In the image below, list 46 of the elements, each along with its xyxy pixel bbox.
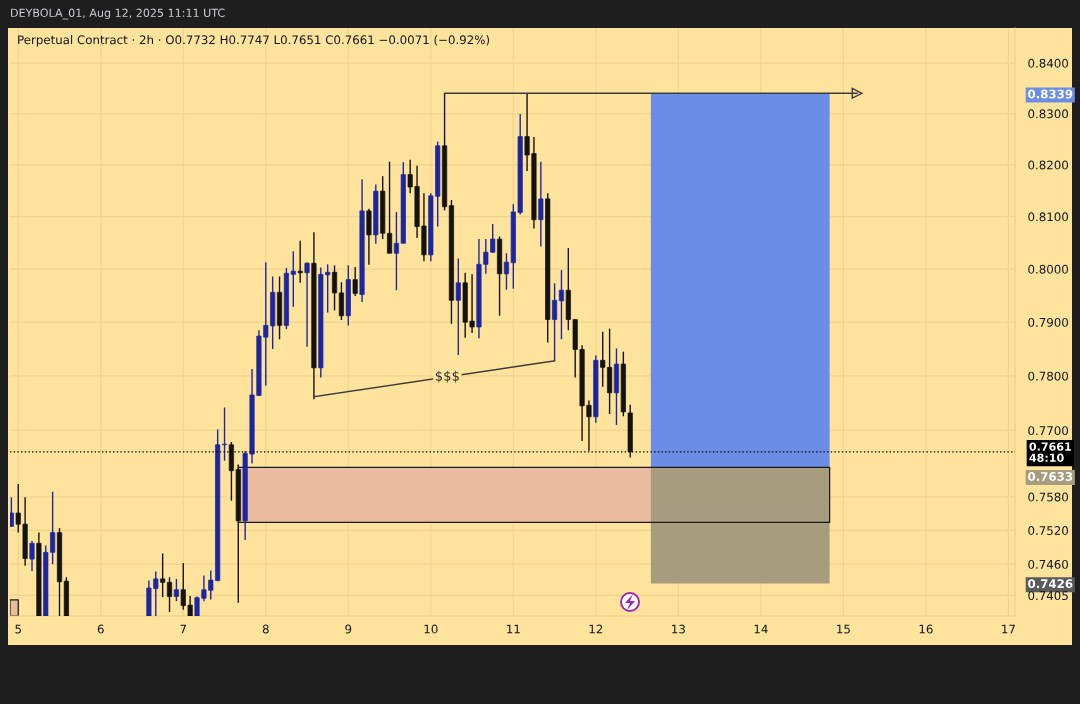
y-tick-label: 0.8300 [1028, 109, 1069, 119]
x-tick-label: 9 [345, 624, 352, 634]
y-tick-label: 0.7520 [1028, 526, 1069, 535]
y-tick-label: 0.8339 [1028, 89, 1073, 99]
candlestick [29, 540, 35, 572]
y-tick-label: 0.8000 [1028, 264, 1069, 274]
candlestick [297, 239, 303, 284]
y-tick-label: 0.8200 [1028, 160, 1069, 170]
x-tick-label: 5 [15, 624, 21, 634]
candlestick [166, 576, 173, 613]
candlestick [455, 257, 461, 356]
y-tick-label: 0.7800 [1028, 371, 1069, 381]
candlestick [332, 264, 338, 312]
y-tick-label: 0.7460 [1028, 559, 1069, 569]
x-tick-label: 7 [180, 624, 187, 634]
y-tick-label: 0.7405 [1028, 591, 1068, 601]
y-tick-label: 0.7900 [1028, 317, 1069, 327]
text: DEYBOLA_01, Aug 12, 2025 11:11 UTC [11, 8, 225, 20]
y-tick-label: 0.8400 [1028, 58, 1069, 68]
text: Perpetual Contract · 2h · O0.7732 H0.7747 L0.7651 C0.7661 −0.0071 (−0.92%) [18, 35, 490, 47]
candlestick [558, 269, 564, 341]
x-tick-label: 13 [672, 624, 685, 634]
x-tick-label: 8 [262, 624, 269, 634]
x-tick-label: 17 [1002, 624, 1015, 634]
x-tick-label: 10 [424, 624, 438, 634]
y-tick-label: 0.7700 [1028, 426, 1069, 436]
x-tick-label: 16 [919, 624, 933, 634]
x-tick-label: 6 [97, 624, 104, 634]
candlestick [338, 281, 344, 321]
candlestick [538, 161, 544, 248]
candlestick [10, 496, 14, 528]
y-tick-label: 0.7580 [1028, 492, 1069, 502]
candlestick [352, 266, 358, 297]
annotation: $$$ [435, 370, 459, 383]
candlestick [552, 282, 558, 362]
x-tick-label: 11 [507, 624, 520, 634]
x-tick-label: 15 [837, 624, 850, 634]
y-tick-label: 0.7426 [1028, 579, 1073, 589]
ref-line-label: 0.7661 48:10 [1029, 442, 1071, 462]
y-tick-label: 0.8100 [1028, 212, 1069, 222]
candlestick [160, 552, 166, 598]
candlestick [173, 578, 179, 602]
x-tick-label: 14 [754, 624, 768, 634]
x-tick-label: 12 [589, 624, 603, 634]
candlestick [304, 261, 310, 348]
y-tick-label: 0.7633 [1028, 472, 1073, 481]
